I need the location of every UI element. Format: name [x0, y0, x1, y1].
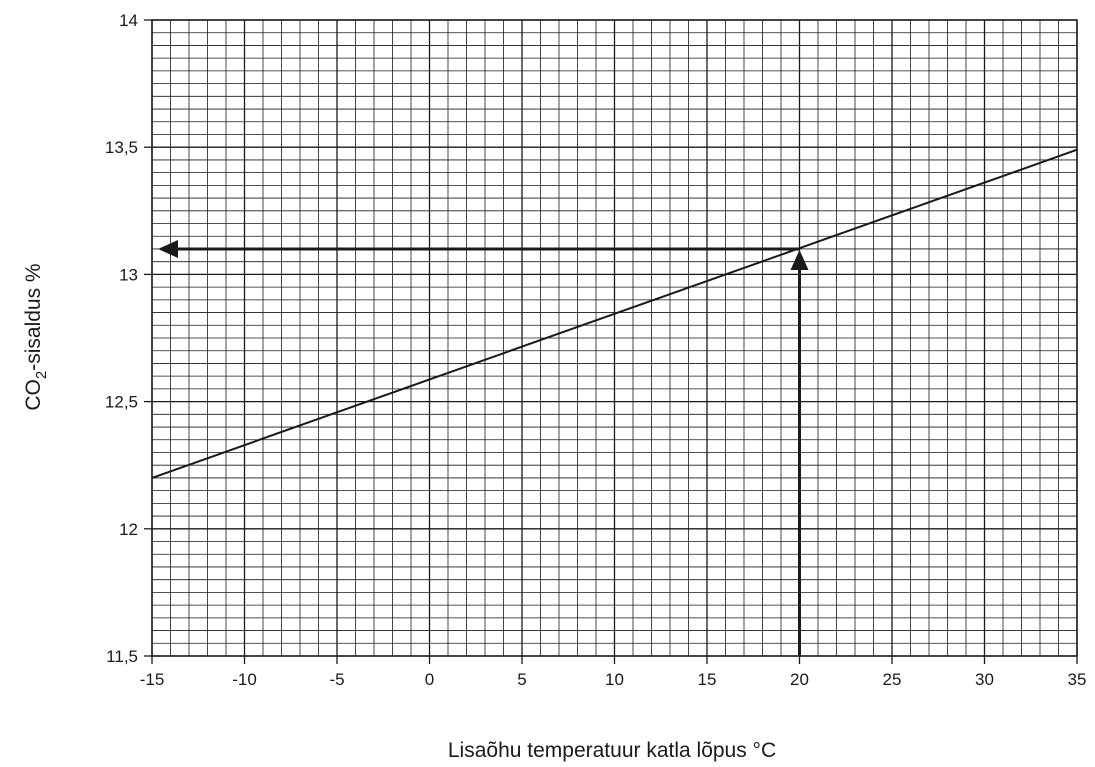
arrow-up-icon	[790, 249, 809, 270]
x-tick-label: 20	[790, 670, 809, 689]
x-tick-label: -10	[232, 670, 257, 689]
annotation-group	[158, 239, 809, 656]
x-tick-label: 25	[883, 670, 902, 689]
y-axis-title-rest: -sisaldus %	[22, 263, 45, 370]
y-axis-title: CO2-sisaldus %	[22, 263, 50, 410]
x-tick-labels: -15 -10 -5 0 5 10 15 20 25 30 35	[140, 670, 1087, 689]
y-tick-label: 13	[119, 265, 138, 284]
y-tick-label: 12,5	[105, 393, 138, 412]
x-tick-label: 5	[517, 670, 526, 689]
y-tick-label: 11,5	[106, 647, 138, 666]
y-tick-label: 13,5	[105, 138, 138, 157]
arrow-left-icon	[158, 239, 178, 258]
x-axis-title: Lisaõhu temperatuur katla lõpus °C	[448, 739, 776, 762]
x-tick-label: 30	[975, 670, 994, 689]
y-tick-labels: 11,5 12 12,5 13 13,5 14	[105, 11, 138, 666]
plot-frame	[151, 19, 1078, 657]
y-axis-title-main: CO	[22, 379, 45, 411]
x-tick-label: 0	[425, 670, 434, 689]
series-group	[151, 148, 1078, 479]
x-tick-label: 35	[1068, 670, 1087, 689]
x-tick-label: -5	[329, 670, 344, 689]
series-line	[151, 148, 1078, 479]
x-tick-label: 15	[698, 670, 717, 689]
y-tick-label: 12	[119, 520, 138, 539]
axis-ticks	[144, 19, 1078, 664]
x-tick-label: -15	[140, 670, 165, 689]
y-axis-title-subscript: 2	[33, 371, 50, 379]
y-tick-label: 14	[119, 11, 138, 30]
x-tick-label: 10	[605, 670, 624, 689]
